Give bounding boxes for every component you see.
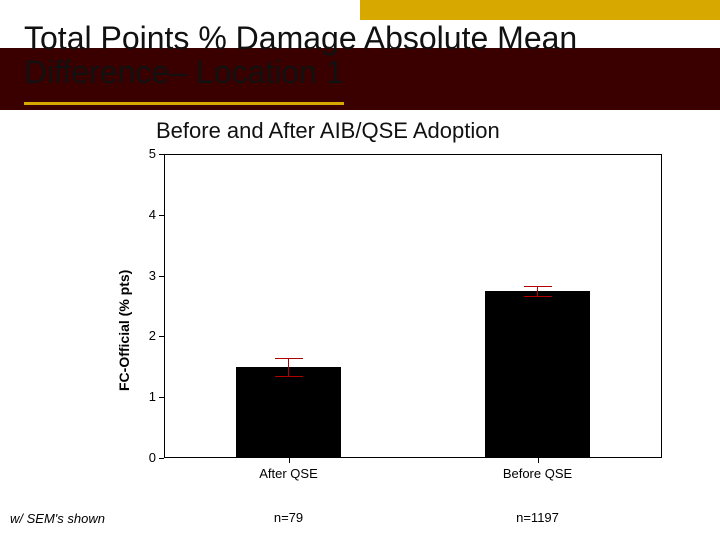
ytick-label: 0 bbox=[126, 450, 156, 465]
ytick-label: 1 bbox=[126, 389, 156, 404]
bar-chart: 012345FC-Official (% pts)After QSEBefore… bbox=[112, 148, 672, 488]
n-label: n=1197 bbox=[516, 510, 559, 525]
error-cap bbox=[524, 286, 552, 287]
ytick-mark bbox=[159, 276, 164, 277]
ytick-label: 4 bbox=[126, 207, 156, 222]
title-underline bbox=[24, 102, 344, 105]
error-cap bbox=[524, 296, 552, 297]
ytick-mark bbox=[159, 215, 164, 216]
chart-subtitle: Before and After AIB/QSE Adoption bbox=[156, 118, 500, 144]
title-line-1: Total Points % Damage Absolute Mean bbox=[24, 22, 690, 56]
ytick-mark bbox=[159, 336, 164, 337]
xtick-mark bbox=[538, 458, 539, 463]
ytick-mark bbox=[159, 397, 164, 398]
y-axis-label: FC-Official (% pts) bbox=[116, 270, 132, 391]
slide-title: Total Points % Damage Absolute Mean Diff… bbox=[24, 22, 690, 89]
error-bar bbox=[288, 358, 289, 376]
xtick-label: After QSE bbox=[259, 466, 318, 481]
error-cap bbox=[275, 376, 303, 377]
n-label: n=79 bbox=[274, 510, 303, 525]
title-line-2: Difference– Location 1 bbox=[24, 56, 690, 90]
ytick-mark bbox=[159, 458, 164, 459]
error-bar bbox=[537, 286, 538, 296]
xtick-mark bbox=[289, 458, 290, 463]
ytick-label: 5 bbox=[126, 146, 156, 161]
xtick-label: Before QSE bbox=[503, 466, 572, 481]
ytick-mark bbox=[159, 154, 164, 155]
error-cap bbox=[275, 358, 303, 359]
bar bbox=[236, 367, 341, 458]
top-accent-bar bbox=[360, 0, 720, 20]
bar bbox=[485, 291, 590, 458]
sem-note: w/ SEM's shown bbox=[10, 511, 105, 526]
